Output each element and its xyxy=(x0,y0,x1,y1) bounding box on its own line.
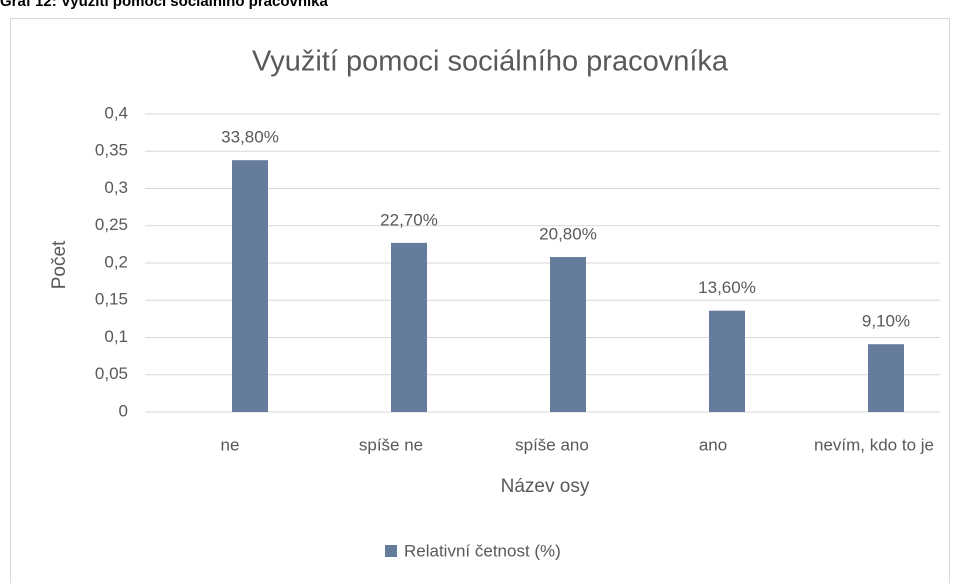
legend: Relativní četnost (%) xyxy=(385,541,561,560)
data-label: 20,80% xyxy=(539,225,597,244)
y-axis-title: Počet xyxy=(49,240,70,289)
y-tick-label: 0,1 xyxy=(104,327,128,346)
data-label: 9,10% xyxy=(862,312,910,331)
bar xyxy=(232,160,268,412)
x-tick-label: spíše ano xyxy=(515,435,589,454)
x-tick-label: nevím, kdo to je xyxy=(814,435,934,454)
chart-title: Využití pomoci sociálního pracovníka xyxy=(252,46,729,78)
y-tick-label: 0,05 xyxy=(95,364,128,383)
y-tick-label: 0,35 xyxy=(95,141,128,160)
bar xyxy=(391,242,427,412)
legend-label: Relativní četnost (%) xyxy=(404,541,561,560)
caption: Graf 12: Využití pomoci sociálního praco… xyxy=(0,0,329,10)
y-tick-label: 0,15 xyxy=(95,290,128,309)
y-tick-label: 0,2 xyxy=(104,252,128,271)
bar xyxy=(709,310,745,412)
data-label: 33,80% xyxy=(221,128,279,147)
y-tick-label: 0,3 xyxy=(104,178,128,197)
x-axis-title: Název osy xyxy=(501,476,590,497)
x-tick-label: ano xyxy=(699,435,727,454)
bar xyxy=(868,344,904,412)
y-tick-label: 0,4 xyxy=(104,103,128,122)
data-label: 22,70% xyxy=(380,210,438,229)
x-tick-label: ne xyxy=(221,435,240,454)
x-tick-label: spíše ne xyxy=(359,435,423,454)
legend-swatch xyxy=(385,545,397,557)
y-tick-label: 0,25 xyxy=(95,215,128,234)
bar xyxy=(550,257,586,412)
y-tick-label: 0 xyxy=(119,401,128,420)
data-label: 13,60% xyxy=(698,278,756,297)
